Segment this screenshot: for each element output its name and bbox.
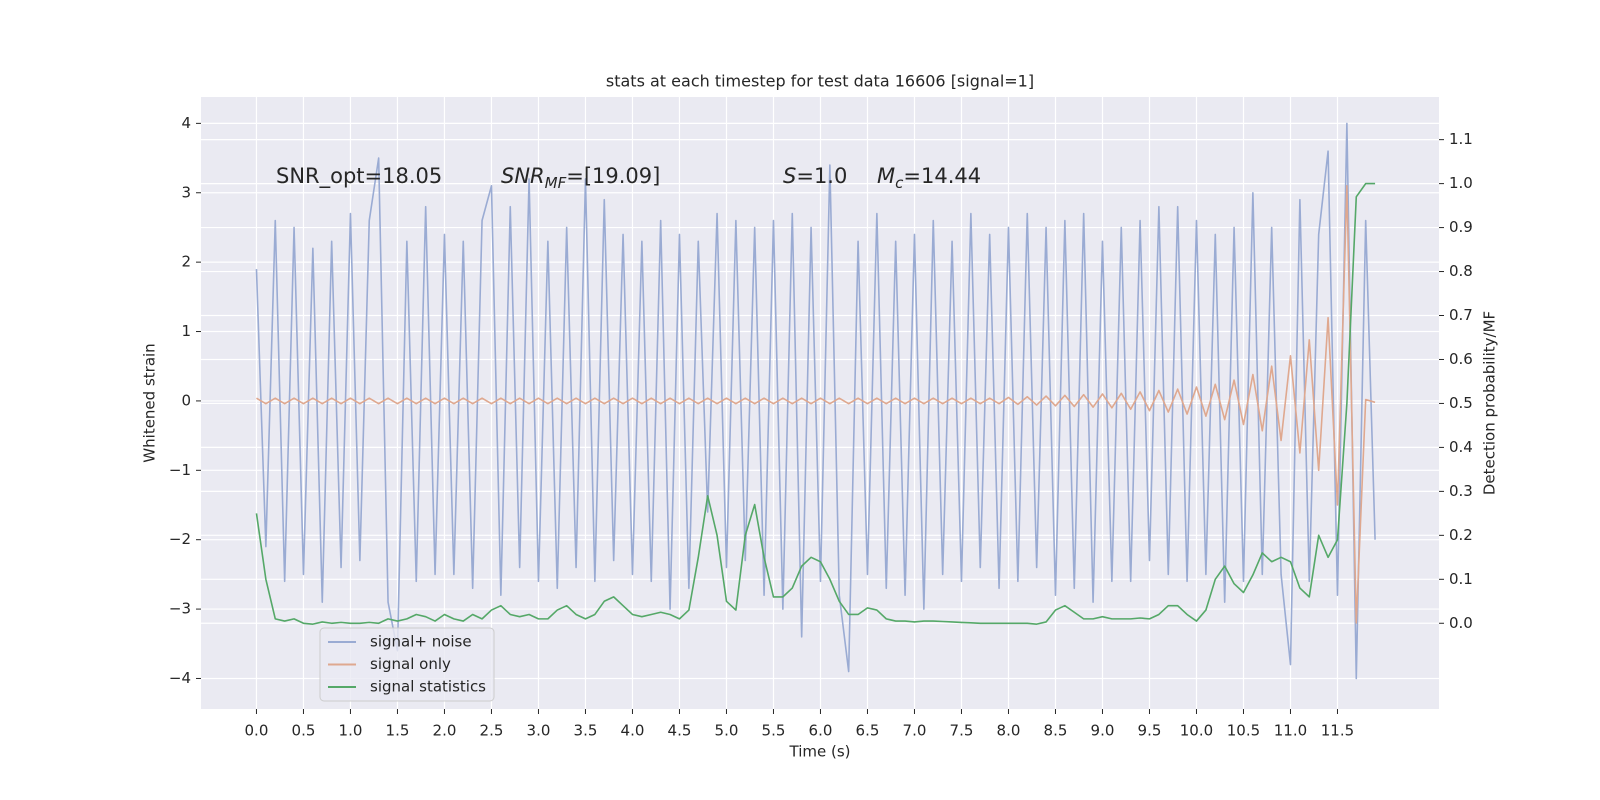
y2-tick-label: 0.5 — [1449, 394, 1473, 412]
y-tick-label: −4 — [169, 669, 191, 687]
annotation: SNRMF=[19.09] — [501, 164, 660, 192]
y-tick-label: 4 — [181, 114, 191, 132]
x-tick-label: 0.5 — [292, 722, 316, 740]
annotation-text: =[19.09] — [566, 164, 660, 188]
y-tick-label: −3 — [169, 600, 191, 618]
y-tick-label: 2 — [181, 253, 191, 271]
x-tick-label: 4.0 — [621, 722, 645, 740]
x-tick-label: 6.5 — [856, 722, 880, 740]
x-tick-label: 0.0 — [245, 722, 269, 740]
x-tick-label: 3.0 — [527, 722, 551, 740]
x-tick-label: 6.0 — [809, 722, 833, 740]
y2-tick-label: 0.9 — [1449, 218, 1473, 236]
x-tick-label: 1.5 — [386, 722, 410, 740]
legend: signal+ noise signal only signal statistic… — [319, 627, 495, 702]
x-tick-label: 4.5 — [668, 722, 692, 740]
y-tick-label: 1 — [181, 322, 191, 340]
legend-label: signal only — [370, 655, 451, 673]
x-tick-label: 7.0 — [903, 722, 927, 740]
lines — [255, 122, 1376, 680]
series-line — [256, 185, 1376, 624]
annotation-sub: c — [895, 174, 904, 192]
x-axis-label: Time (s) — [789, 743, 851, 761]
x-tick-label: 7.5 — [950, 722, 974, 740]
y2-tick-label: 0.2 — [1449, 526, 1473, 544]
x-tick-label: 1.0 — [339, 722, 363, 740]
x-tick-label: 2.0 — [433, 722, 457, 740]
y-tick-label: 3 — [181, 183, 191, 201]
y2-tick-label: 1.1 — [1449, 130, 1473, 148]
y2-tick-label: 0.0 — [1449, 614, 1473, 632]
y2-tick-label: 0.3 — [1449, 482, 1473, 500]
annotation-text: SNR_opt=18.05 — [276, 164, 442, 189]
y2-axis-label: Detection probability/MF — [1481, 311, 1499, 495]
annotation-text: =1.0 — [796, 164, 847, 188]
y-tick-label: 0 — [181, 391, 191, 409]
annotation-text: =14.44 — [903, 164, 981, 188]
series-line — [255, 182, 1376, 625]
y2-tick-label: 0.1 — [1449, 570, 1473, 588]
annotation: S=1.0 — [783, 164, 847, 188]
annotation: Mc=14.44 — [877, 164, 981, 192]
y2-tick-label: 0.8 — [1449, 262, 1473, 280]
legend-box — [319, 627, 495, 702]
y2-tick-label: 0.4 — [1449, 438, 1473, 456]
y2-tick-label: 0.7 — [1449, 306, 1473, 324]
x-tick-label: 10.5 — [1227, 722, 1260, 740]
y2-tick-label: 1.0 — [1449, 174, 1473, 192]
x-tick-label: 11.0 — [1274, 722, 1307, 740]
x-tick-label: 11.5 — [1321, 722, 1354, 740]
chart-title: stats at each timestep for test data 166… — [606, 72, 1034, 91]
x-tick-label: 5.0 — [715, 722, 739, 740]
annotation: SNR_opt=18.05 — [276, 164, 442, 189]
x-tick-label: 8.5 — [1044, 722, 1068, 740]
annotation-math: SNR — [501, 164, 545, 188]
legend-label: signal statistics — [370, 678, 486, 696]
x-tick-label: 9.0 — [1091, 722, 1115, 740]
x-tick-label: 10.0 — [1180, 722, 1213, 740]
annotation-math: M — [877, 164, 895, 188]
legend-label: signal+ noise — [370, 633, 472, 651]
annotation-math: S — [783, 164, 796, 188]
y-tick-label: −1 — [169, 461, 191, 479]
x-tick-label: 2.5 — [480, 722, 504, 740]
y2-tick-label: 0.6 — [1449, 350, 1473, 368]
x-tick-label: 3.5 — [574, 722, 598, 740]
x-tick-label: 9.5 — [1138, 722, 1162, 740]
x-tick-label: 8.0 — [997, 722, 1021, 740]
x-tick-label: 5.5 — [762, 722, 786, 740]
y-tick-label: −2 — [169, 530, 191, 548]
annotation-sub: MF — [545, 174, 567, 192]
y-axis-label: Whitened strain — [141, 343, 159, 462]
series-line — [255, 122, 1376, 680]
